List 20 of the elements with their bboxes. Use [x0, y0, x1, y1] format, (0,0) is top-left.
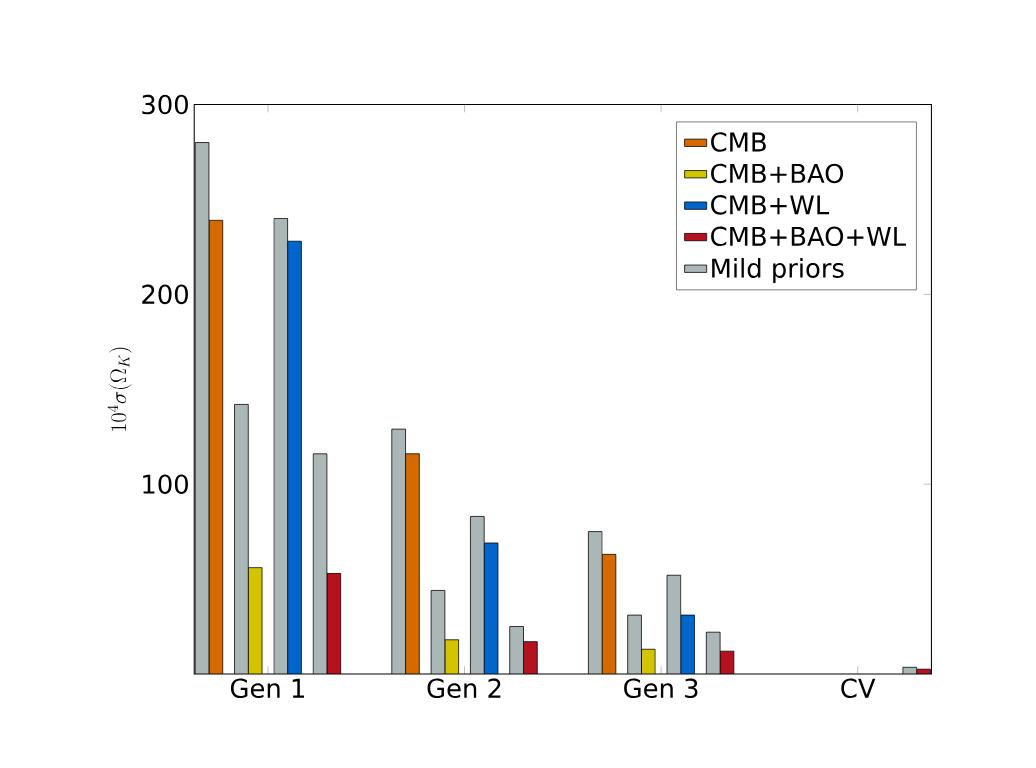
bar — [627, 614, 642, 674]
bar — [234, 404, 249, 674]
legend-label: CMB+BAO+WL — [711, 226, 906, 247]
x-tick-label: Gen 3 — [624, 678, 698, 699]
x-tick-label: CV — [841, 678, 876, 699]
bar — [287, 240, 302, 674]
y-tick-label: 300 — [142, 94, 188, 115]
bar — [509, 626, 524, 674]
x-tick-label: Gen 2 — [427, 678, 501, 699]
bar — [523, 641, 538, 674]
y-tick-label: 200 — [142, 284, 188, 305]
y-tick-label: 100 — [143, 474, 188, 494]
y-axis-title: $10^4\sigma(\Omega_K)$ — [107, 347, 132, 432]
legend-label: CMB+WL — [711, 195, 830, 215]
legend-label: CMB+BAO — [711, 163, 844, 184]
legend-label: CMB — [711, 132, 766, 152]
legend-label: Mild priors — [712, 258, 844, 284]
bar — [405, 453, 420, 674]
bar — [680, 614, 695, 674]
x-tick-label: Gen 1 — [230, 678, 304, 699]
